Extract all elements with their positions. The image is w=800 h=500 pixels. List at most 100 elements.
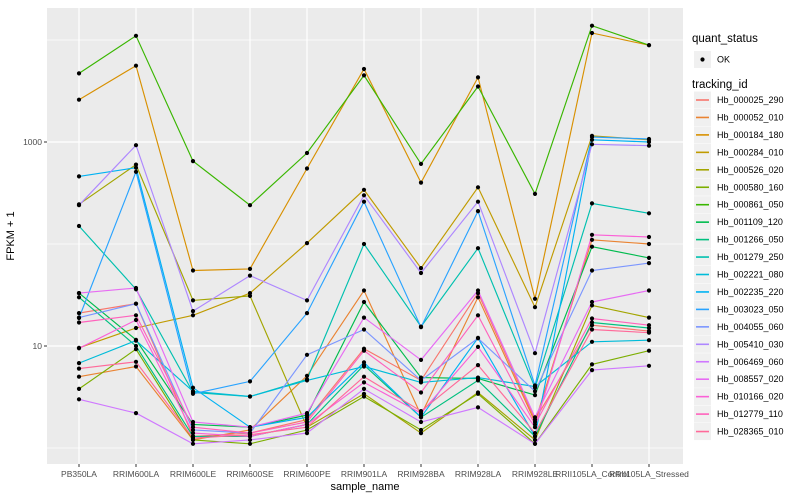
data-point — [190, 313, 196, 318]
data-point — [646, 363, 652, 368]
data-point — [304, 150, 310, 156]
data-point — [133, 63, 139, 68]
data-point — [646, 261, 652, 266]
data-point — [190, 309, 196, 314]
axes: 1000 10 PB350LA RRIM600LA RRIM600LE RRIM600SE… — [23, 137, 689, 479]
data-point — [589, 244, 595, 249]
data-point — [532, 351, 538, 356]
legend-item-label: Hb_001279_250 — [717, 252, 784, 262]
data-point — [190, 425, 196, 430]
data-point — [304, 378, 310, 383]
data-point — [418, 427, 424, 433]
data-point — [418, 270, 424, 276]
data-point — [76, 346, 82, 351]
data-point — [76, 203, 82, 208]
data-point — [532, 305, 538, 310]
legend-item-label: Hb_004055_060 — [717, 322, 784, 332]
data-point — [76, 320, 82, 325]
data-point — [532, 415, 538, 420]
data-point — [646, 255, 652, 260]
data-point — [646, 348, 652, 353]
data-point — [361, 241, 367, 247]
data-point — [247, 432, 253, 437]
data-point — [133, 338, 139, 343]
legend-item-label: Hb_000861_050 — [717, 200, 784, 210]
data-point — [76, 291, 82, 296]
data-point — [646, 288, 652, 293]
data-point — [190, 441, 196, 446]
data-point — [361, 348, 367, 353]
legend-item-label: Hb_000284_010 — [717, 147, 784, 157]
data-point — [76, 311, 82, 316]
x-tick-label: RRII105LA_Control — [555, 469, 629, 479]
x-tick-label: RRIM928BA — [397, 469, 445, 479]
data-point — [304, 311, 310, 316]
data-point — [361, 288, 367, 293]
data-point — [361, 315, 367, 320]
data-point — [418, 409, 424, 414]
legend-item-label: Hb_000526_020 — [717, 165, 784, 175]
data-point — [133, 313, 139, 318]
data-point — [589, 362, 595, 367]
data-point — [589, 134, 595, 140]
data-point — [532, 389, 538, 394]
data-point — [76, 397, 82, 402]
data-point — [589, 142, 595, 147]
data-point — [532, 383, 538, 388]
legend-title-quant-status: quant_status — [692, 33, 758, 45]
data-point — [133, 162, 139, 167]
data-point — [532, 191, 538, 196]
legend-item-label: Hb_006469_060 — [717, 357, 784, 367]
data-point — [133, 359, 139, 364]
data-point — [475, 199, 481, 204]
legend-item-label: Hb_001266_050 — [717, 235, 784, 245]
data-point — [133, 143, 139, 148]
data-point — [76, 361, 82, 366]
data-point — [589, 30, 595, 36]
data-point — [475, 209, 481, 214]
data-point — [304, 419, 310, 425]
data-point — [190, 436, 196, 441]
data-point — [304, 241, 310, 246]
data-point — [589, 23, 595, 28]
data-point — [475, 336, 481, 341]
data-point — [133, 285, 139, 291]
data-point — [304, 352, 310, 357]
data-point — [589, 320, 595, 325]
legend-item-label: Hb_000580_160 — [717, 182, 784, 192]
legend-item-label: Hb_001109_120 — [717, 217, 783, 227]
data-point — [475, 313, 481, 318]
data-point — [418, 325, 424, 330]
data-point — [418, 266, 424, 271]
data-point — [589, 237, 595, 242]
data-point — [247, 437, 253, 442]
data-point — [646, 136, 652, 142]
legend-point-marker — [700, 57, 705, 62]
legend-item-label: Hb_005410_030 — [717, 339, 784, 349]
data-point — [475, 75, 481, 80]
data-point — [646, 43, 652, 48]
data-point — [589, 316, 595, 321]
data-point — [589, 303, 595, 308]
x-tick-label: RRII105LA_Stressed — [609, 469, 689, 479]
data-point — [418, 415, 424, 420]
data-point — [133, 364, 139, 369]
x-tick-label: RRIM600SE — [226, 469, 274, 479]
data-point — [76, 315, 82, 320]
data-point — [532, 441, 538, 446]
x-axis-title: sample_name — [330, 481, 399, 493]
data-point — [646, 211, 652, 216]
data-point — [190, 391, 196, 396]
data-point — [190, 159, 196, 164]
x-tick-label: PB350LA — [61, 469, 97, 479]
data-point — [418, 378, 424, 383]
data-point — [475, 344, 481, 349]
x-tick-label: RRIM600LE — [170, 469, 217, 479]
data-point — [190, 298, 196, 303]
data-point — [361, 66, 367, 72]
data-point — [304, 411, 310, 416]
data-point — [589, 339, 595, 344]
data-point — [475, 185, 481, 190]
data-point — [76, 295, 82, 300]
data-point — [646, 241, 652, 247]
